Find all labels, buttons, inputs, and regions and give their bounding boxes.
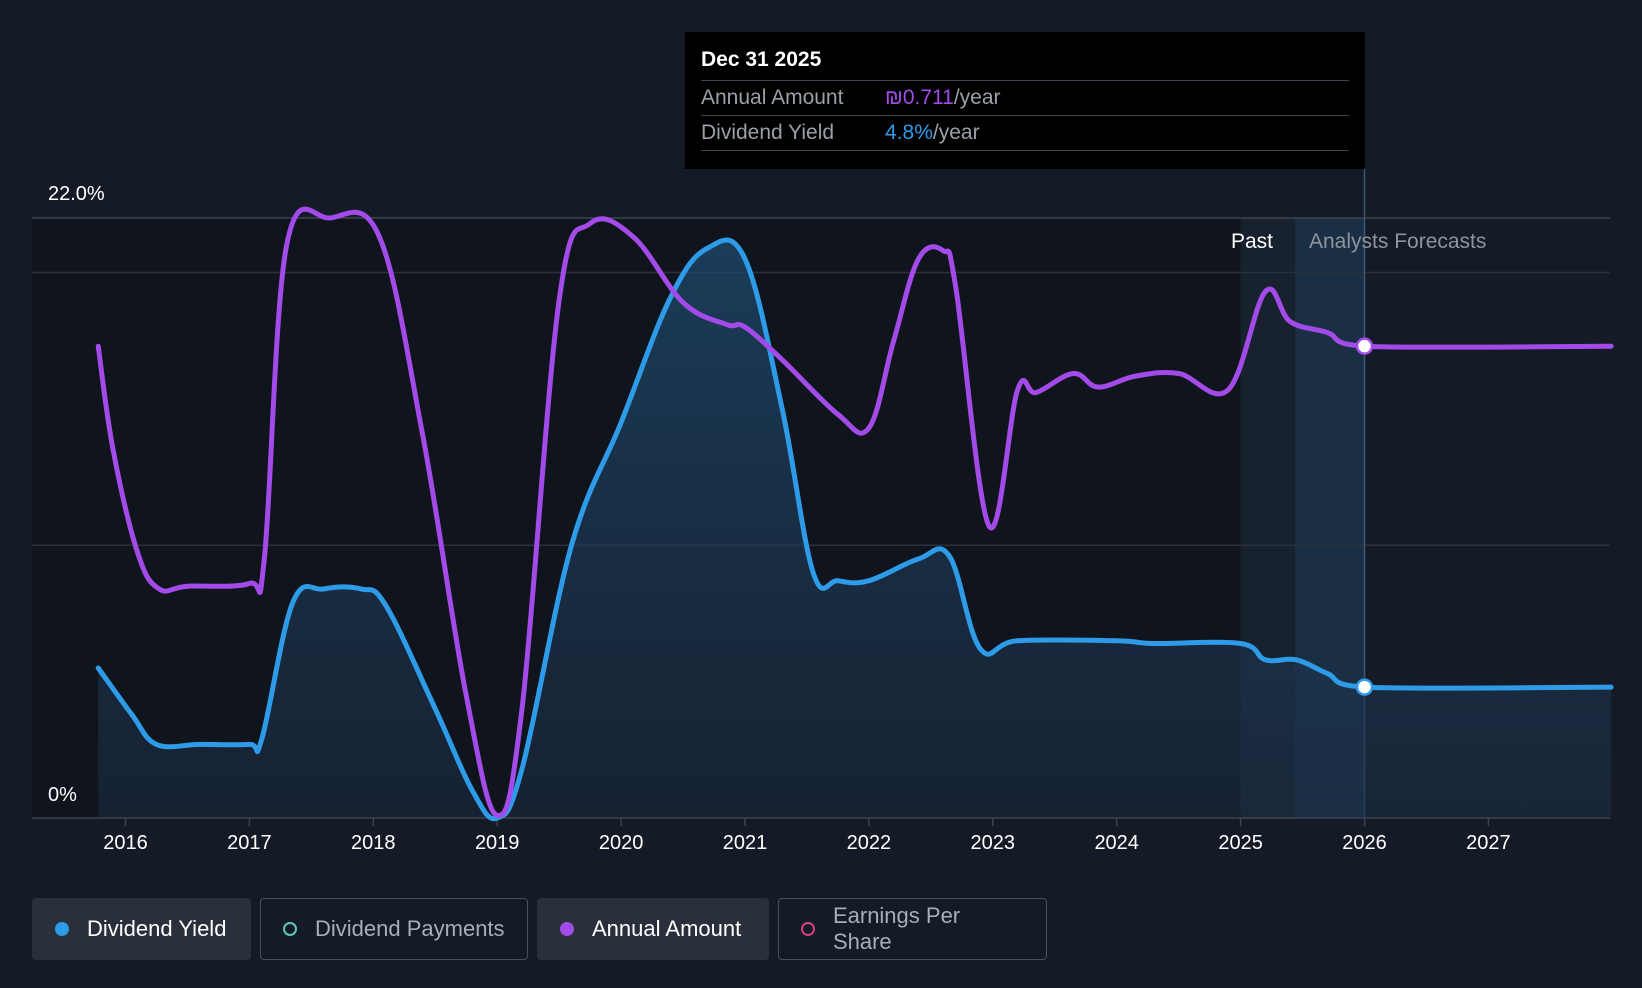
forecast-region-label: Analysts Forecasts [1309, 230, 1487, 253]
annual-amount-line [95, 206, 1614, 818]
tooltip-dividend-yield-value: 4.8% [885, 121, 933, 144]
legend-dot-dividend-payments [283, 922, 297, 936]
tooltip-dividend-yield-unit: /year [932, 121, 980, 144]
tooltip-dividend-yield-label: Dividend Yield [701, 121, 835, 144]
tooltip-annual-amount-value: ₪0.711 [885, 86, 954, 109]
legend-dividend-yield[interactable]: Dividend Yield [32, 898, 251, 960]
legend-label-dividend-payments: Dividend Payments [315, 916, 505, 941]
dividend-yield-area [98, 239, 1612, 819]
x-tick-label: 2026 [1342, 832, 1387, 854]
legend-label-annual-amount: Annual Amount [592, 916, 742, 941]
dividend-yield-marker[interactable] [1355, 678, 1374, 696]
x-tick-label: 2021 [722, 832, 768, 854]
y-axis-min-label: 0% [48, 784, 77, 806]
annual-amount-marker[interactable] [1355, 337, 1374, 355]
tooltip-annual-amount-label: Annual Amount [701, 86, 844, 109]
x-tick-label: 2019 [474, 832, 520, 854]
x-tick-label: 2020 [598, 832, 644, 854]
dividend-yield-line [95, 237, 1614, 822]
legend-label-earnings-per-share: Earnings Per Share [832, 903, 961, 954]
legend-annual-amount[interactable]: Annual Amount [537, 898, 769, 960]
legend-label-dividend-yield: Dividend Yield [87, 916, 227, 941]
x-tick-label: 2016 [103, 832, 148, 854]
tooltip-date: Dec 31 2025 [701, 46, 1349, 81]
past-region-label: Past [1231, 230, 1274, 253]
legend-dot-annual-amount [560, 922, 574, 936]
x-tick-label: 2027 [1466, 832, 1511, 854]
x-tick-label: 2022 [846, 832, 892, 854]
legend-earnings-per-share[interactable]: Earnings Per Share [778, 898, 1047, 960]
x-tick-label: 2025 [1218, 832, 1263, 854]
tooltip-dividend-yield-row: Dividend Yield 4.8%/year [701, 116, 1349, 151]
x-tick-label: 2018 [351, 832, 396, 854]
legend-dot-dividend-yield [55, 922, 69, 936]
x-tick-label: 2017 [227, 832, 272, 854]
chart-tooltip: Dec 31 2025 Annual Amount ₪0.711/year Div… [685, 32, 1365, 169]
x-axis-ticks [124, 818, 1490, 826]
legend-dot-earnings-per-share [801, 922, 815, 936]
legend-dividend-payments[interactable]: Dividend Payments [260, 898, 528, 960]
x-tick-label: 2023 [970, 832, 1016, 854]
x-tick-label: 2024 [1094, 832, 1139, 854]
tooltip-annual-amount-row: Annual Amount ₪0.711/year [701, 81, 1349, 116]
tooltip-annual-amount-unit: /year [953, 86, 1001, 109]
chart-legend: Dividend Yield Dividend Payments Annual … [32, 898, 1047, 960]
y-axis-max-label: 22.0% [48, 183, 105, 205]
